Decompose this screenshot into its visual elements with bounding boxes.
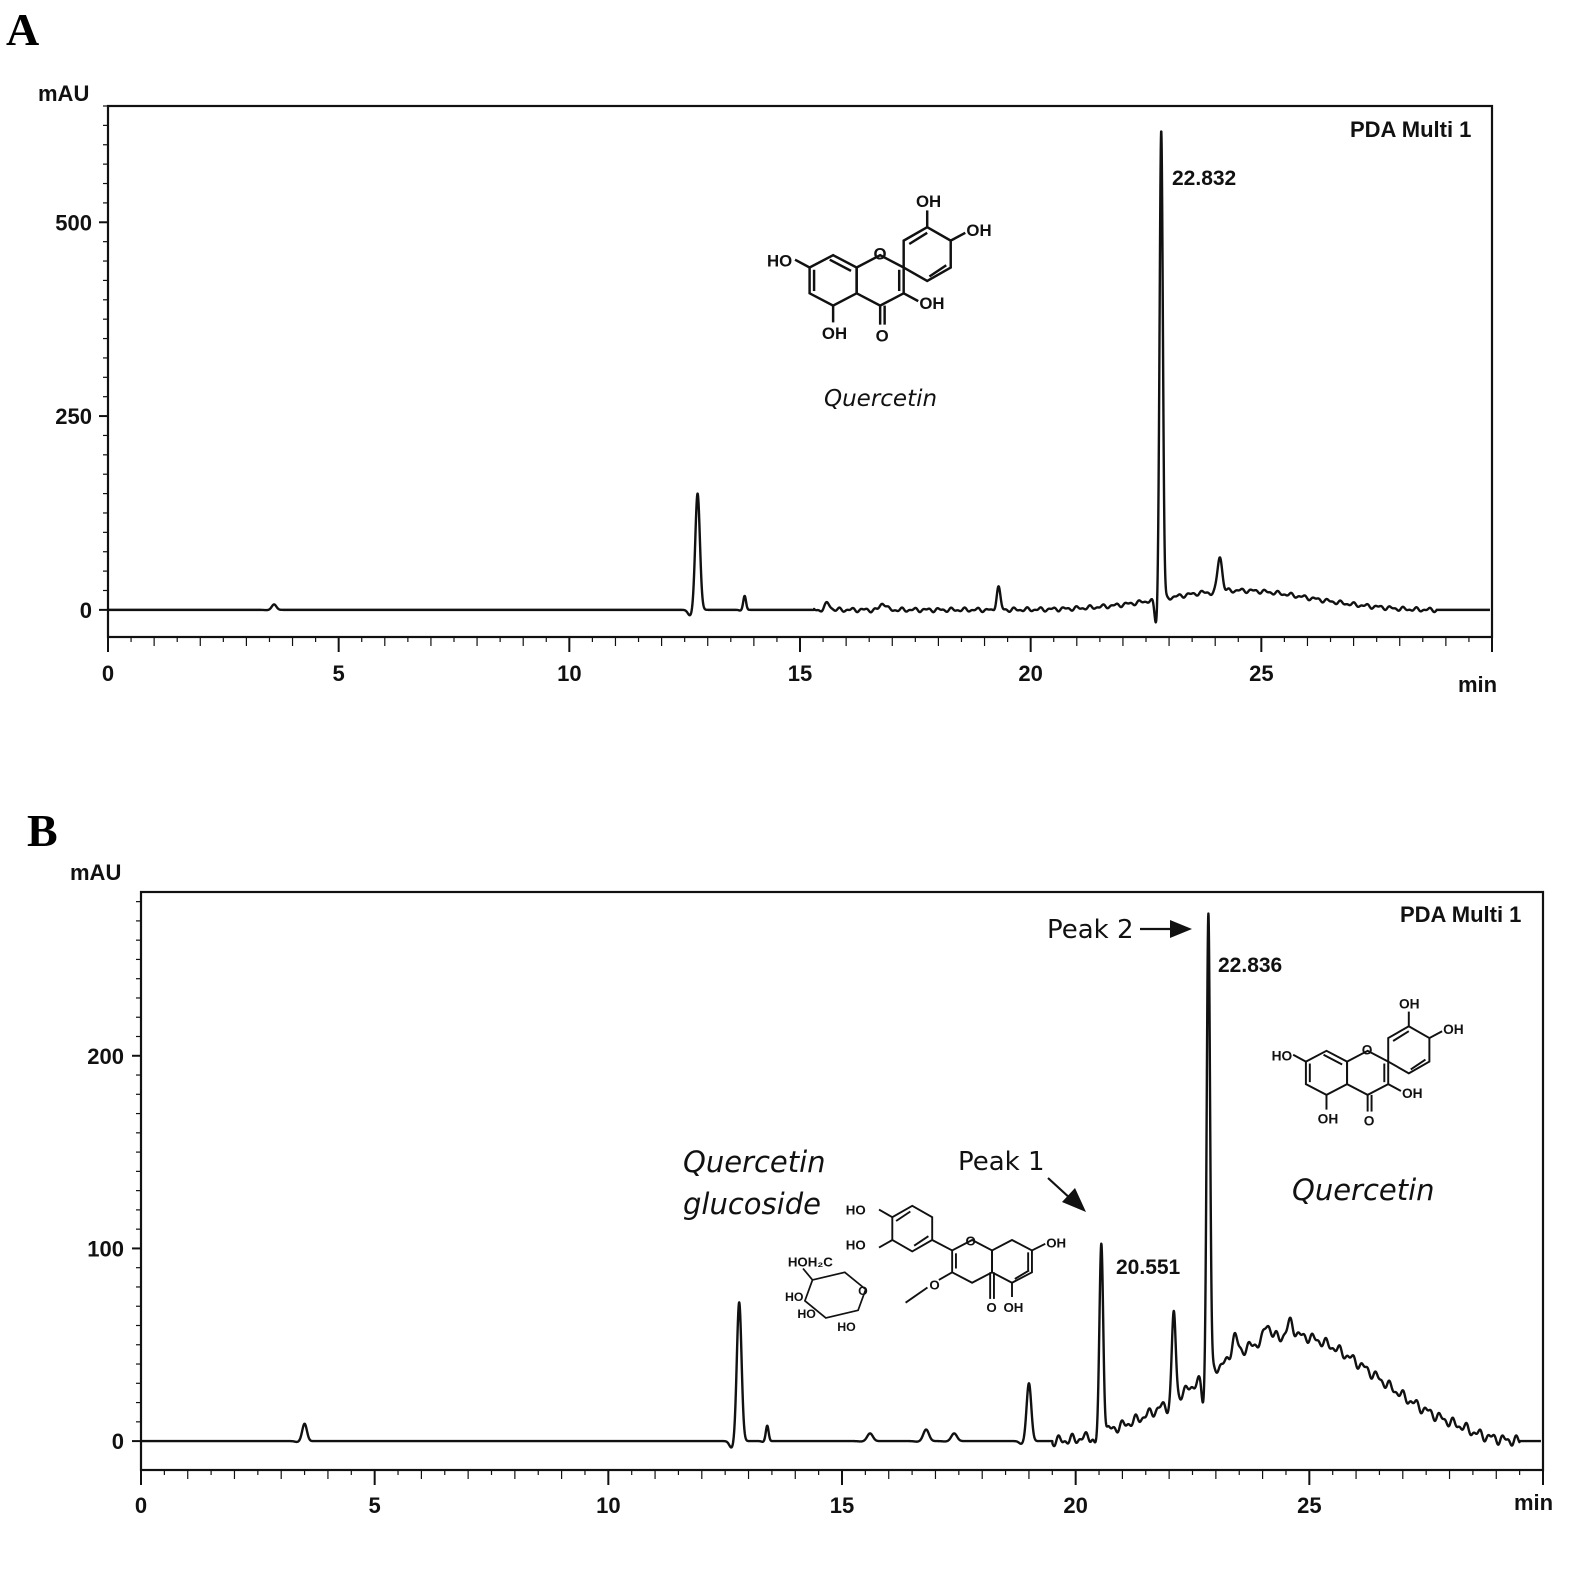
chem-label: OH	[966, 221, 991, 240]
chem-label: O	[1364, 1113, 1375, 1128]
panel-a-y-axis-label: mAU	[38, 81, 89, 106]
panel-b-x-tick-label: 0	[135, 1493, 147, 1518]
panel-b-quercetin-glucoside-label-2: glucoside	[683, 1187, 821, 1221]
panel-b-y-tick-label: 0	[112, 1429, 124, 1454]
panel-b-quercetin-label: Quercetin	[1292, 1173, 1435, 1207]
panel-a-quercetin-label: Quercetin	[824, 386, 937, 412]
panel-b-y-tick-label: 100	[87, 1236, 124, 1261]
panel-a-x-tick-label: 15	[788, 661, 812, 686]
chem-label: O	[1362, 1043, 1373, 1058]
panel-a-detector-label: PDA Multi 1	[1350, 117, 1471, 142]
chem-label: OH	[1399, 997, 1420, 1012]
panel-b-y-tick-label: 200	[87, 1044, 124, 1069]
chem-label: O	[986, 1300, 996, 1315]
chem-label: HO	[846, 1202, 866, 1217]
chem-label: O	[965, 1234, 975, 1249]
panel-a-axes: 0 250 500 0 5 10 15 20 25	[55, 105, 1493, 686]
panel-a-quercetin-structure: HO O OH O OH OH OH	[767, 192, 992, 345]
panel-a-y-tick-label: 0	[80, 598, 92, 623]
chem-label: HO	[837, 1320, 856, 1334]
panel-a-x-tick-label: 20	[1018, 661, 1042, 686]
chem-label: HO	[785, 1290, 804, 1304]
panel-b-peak-label-20-551: 20.551	[1116, 1256, 1181, 1279]
panel-b-x-tick-label: 5	[369, 1493, 381, 1518]
chem-label: HO	[797, 1307, 816, 1321]
chem-label: OH	[822, 324, 847, 343]
panel-b-y-axis-label: mAU	[70, 860, 121, 885]
chem-label: O	[873, 245, 886, 264]
chem-label: O	[858, 1284, 868, 1298]
chem-label: OH	[919, 294, 944, 313]
panel-a-peak-label-22-832: 22.832	[1172, 167, 1236, 190]
panel-b-quercetin-structure: HO O OH O OH OH OH	[1272, 997, 1464, 1129]
panel-b-peak-label-22-836: 22.836	[1218, 954, 1282, 977]
panel-a-x-tick-label: 0	[102, 661, 114, 686]
panel-a-y-tick-label: 250	[55, 404, 92, 429]
chem-label: OH	[1443, 1022, 1464, 1037]
panel-b-quercetin-glucoside-structure: HO HO O O O OH OH HOH₂C HO HO HO O	[785, 1202, 1066, 1334]
chem-label: OH	[1003, 1300, 1023, 1315]
panel-b-detector-label: PDA Multi 1	[1400, 902, 1521, 927]
panel-a-y-tick-label: 500	[55, 210, 92, 235]
panel-b-peak2-label: Peak 2	[1047, 915, 1134, 945]
panel-a-plot-frame	[106, 104, 1494, 639]
panel-b-x-tick-label: 20	[1063, 1493, 1087, 1518]
panel-a-chromatogram-trace	[106, 130, 1491, 624]
panel-b-peak1-arrow	[1047, 1177, 1086, 1212]
panel-b-x-tick-label: 25	[1297, 1493, 1321, 1518]
panel-b-peak1-label: Peak 1	[958, 1147, 1045, 1177]
chem-label: OH	[916, 192, 941, 211]
panel-b-peak2-arrow	[1140, 920, 1192, 938]
chem-label: OH	[1046, 1236, 1066, 1251]
panel-a-letter: A	[6, 4, 39, 55]
chem-label: HO	[1272, 1049, 1293, 1064]
panel-b-letter: B	[27, 805, 58, 856]
panel-a-x-tick-label: 5	[333, 661, 345, 686]
panel-b-chromatogram-trace	[139, 912, 1542, 1449]
chem-label: HO	[767, 251, 792, 270]
panel-b-x-axis-label: min	[1514, 1490, 1553, 1515]
chem-label: O	[876, 326, 889, 345]
chem-label: HOH₂C	[788, 1255, 833, 1270]
panel-a-x-tick-label: 10	[557, 661, 581, 686]
chem-label: HO	[846, 1238, 866, 1253]
chem-label: O	[929, 1277, 939, 1292]
panel-b-quercetin-glucoside-label-1: Quercetin	[683, 1145, 826, 1179]
panel-a-x-axis-label: min	[1458, 672, 1497, 697]
chem-label: OH	[1318, 1111, 1339, 1126]
panel-b-axes: 0 100 200 0 5 10 15 20 25	[87, 901, 1544, 1518]
panel-b-x-tick-label: 15	[830, 1493, 854, 1518]
panel-b-x-tick-label: 10	[596, 1493, 620, 1518]
chem-label: OH	[1402, 1086, 1423, 1101]
panel-a-x-tick-label: 25	[1249, 661, 1273, 686]
